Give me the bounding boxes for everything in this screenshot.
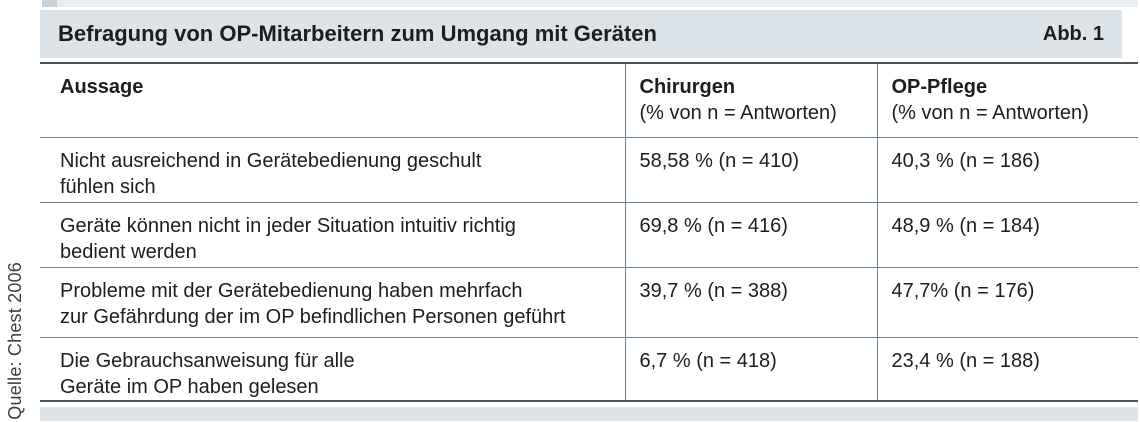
op-pflege-value-cell: 47,7% (n = 176) xyxy=(876,266,1138,337)
table-row: Die Gebrauchsanweisung für alle Geräte i… xyxy=(40,336,1138,401)
bottom-decor-strip xyxy=(40,407,1138,421)
statement-line: Geräte im OP haben gelesen xyxy=(60,375,319,398)
statement-line: Nicht ausreichend in Gerätebedienung ges… xyxy=(60,149,482,172)
statement-line: bedient werden xyxy=(60,240,197,263)
chirurgen-value-cell: 58,58 % (n = 410) xyxy=(624,136,877,202)
table-row: Nicht ausreichend in Gerätebedienung ges… xyxy=(40,136,1138,202)
column-header-op-pflege-sublabel: (% von n = Antworten) xyxy=(891,102,1089,124)
op-pflege-value-cell: 23,4 % (n = 188) xyxy=(876,336,1138,401)
statement-cell: Probleme mit der Gerätebedienung haben m… xyxy=(40,266,625,337)
column-header-chirurgen-sublabel: (% von n = Antworten) xyxy=(639,102,837,124)
column-header-op-pflege: OP-Pflege (% von n = Antworten) xyxy=(876,63,1138,137)
figure-number-label: Abb. 1 xyxy=(1042,22,1104,45)
top-decor-strip xyxy=(42,0,1138,7)
survey-table: Aussage Chirurgen (% von n = Antworten) … xyxy=(40,62,1138,402)
figure-title: Befragung von OP-Mitarbeitern zum Umgang… xyxy=(58,21,657,46)
chirurgen-value-cell: 39,7 % (n = 388) xyxy=(624,266,877,337)
statement-line: Probleme mit der Gerätebedienung haben m… xyxy=(60,279,523,302)
chirurgen-value-cell: 69,8 % (n = 416) xyxy=(624,201,877,267)
column-header-chirurgen-label: Chirurgen xyxy=(639,76,736,98)
source-credit: Quelle: Chest 2006 xyxy=(5,262,25,420)
table-header-row: Aussage Chirurgen (% von n = Antworten) … xyxy=(40,63,1138,137)
statement-cell: Nicht ausreichend in Gerätebedienung ges… xyxy=(40,136,625,202)
column-header-op-pflege-label: OP-Pflege xyxy=(891,76,988,98)
column-header-aussage-label: Aussage xyxy=(60,76,144,98)
statement-line: zur Gefährdung der im OP befindlichen Pe… xyxy=(60,305,566,328)
statement-line: fühlen sich xyxy=(60,175,156,198)
op-pflege-value-cell: 48,9 % (n = 184) xyxy=(876,201,1138,267)
table-row: Probleme mit der Gerätebedienung haben m… xyxy=(40,266,1138,337)
statement-cell: Geräte können nicht in jeder Situation i… xyxy=(40,201,625,267)
table-row: Geräte können nicht in jeder Situation i… xyxy=(40,201,1138,267)
op-pflege-value-cell: 40,3 % (n = 186) xyxy=(876,136,1138,202)
statement-line: Geräte können nicht in jeder Situation i… xyxy=(60,214,516,237)
column-header-aussage: Aussage xyxy=(40,63,625,137)
figure-title-bar: Befragung von OP-Mitarbeitern zum Umgang… xyxy=(40,10,1122,58)
statement-cell: Die Gebrauchsanweisung für alle Geräte i… xyxy=(40,336,625,401)
column-header-chirurgen: Chirurgen (% von n = Antworten) xyxy=(624,63,877,137)
statement-line: Die Gebrauchsanweisung für alle xyxy=(60,349,355,372)
top-decor-square xyxy=(42,0,57,7)
chirurgen-value-cell: 6,7 % (n = 418) xyxy=(624,336,877,401)
